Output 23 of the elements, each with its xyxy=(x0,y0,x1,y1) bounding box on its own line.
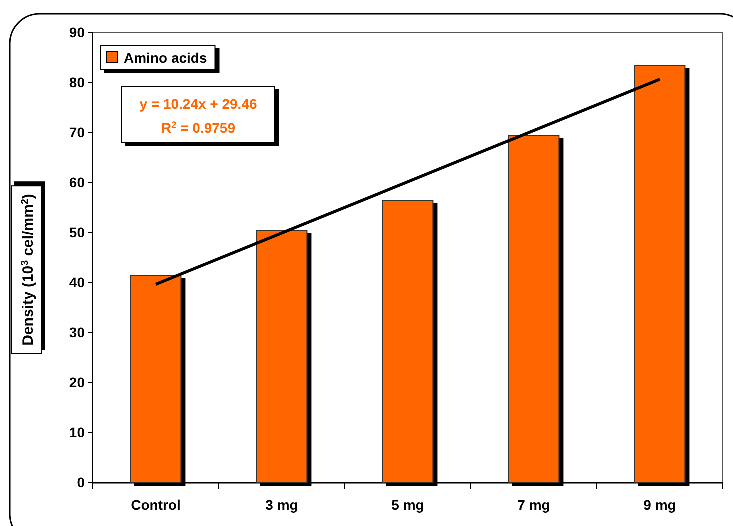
y-tick-label: 40 xyxy=(69,274,86,290)
y-tick-label: 20 xyxy=(69,374,86,390)
y-tick-label: 50 xyxy=(69,224,86,240)
legend-label: Amino acids xyxy=(124,50,208,66)
bar xyxy=(382,200,434,484)
y-tick-label: 60 xyxy=(69,174,86,190)
y-tick-label: 70 xyxy=(69,124,86,140)
x-tick-label: 7 mg xyxy=(518,497,550,513)
annotation: y = 10.24x + 29.46 xyxy=(140,96,258,112)
y-tick-label: 30 xyxy=(69,324,86,340)
y-tick-label: 80 xyxy=(69,74,86,90)
x-tick-label: Control xyxy=(131,497,181,513)
y-tick-label: 10 xyxy=(69,424,86,440)
x-tick-label: 5 mg xyxy=(392,497,424,513)
bar xyxy=(130,275,182,484)
bar xyxy=(508,135,560,484)
y-tick-label: 0 xyxy=(77,474,86,490)
bar xyxy=(256,230,308,484)
annotation: R$^{2}$ = 0.9759 xyxy=(162,120,236,136)
bar xyxy=(634,65,686,484)
x-tick-label: 9 mg xyxy=(644,497,676,513)
x-tick-label: 3 mg xyxy=(266,497,298,513)
y-tick-label: 90 xyxy=(69,24,86,40)
